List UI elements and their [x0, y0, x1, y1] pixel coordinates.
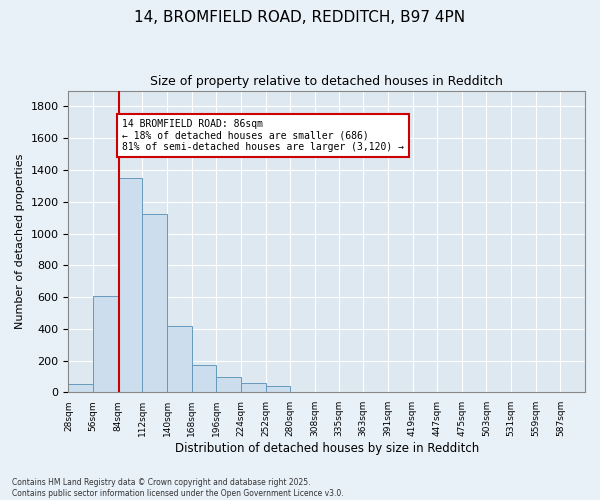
Bar [142, 214, 167, 392]
Text: Contains HM Land Registry data © Crown copyright and database right 2025.
Contai: Contains HM Land Registry data © Crown c… [12, 478, 344, 498]
X-axis label: Distribution of detached houses by size in Redditch: Distribution of detached houses by size … [175, 442, 479, 455]
Text: 14 BROMFIELD ROAD: 86sqm
← 18% of detached houses are smaller (686)
81% of semi-: 14 BROMFIELD ROAD: 86sqm ← 18% of detach… [122, 119, 404, 152]
Text: 14, BROMFIELD ROAD, REDDITCH, B97 4PN: 14, BROMFIELD ROAD, REDDITCH, B97 4PN [134, 10, 466, 25]
Bar [93, 296, 118, 392]
Bar [118, 178, 142, 392]
Title: Size of property relative to detached houses in Redditch: Size of property relative to detached ho… [150, 75, 503, 88]
Bar [266, 386, 290, 392]
Bar [241, 383, 266, 392]
Bar [191, 366, 216, 392]
Bar [68, 384, 93, 392]
Bar [167, 326, 191, 392]
Bar [216, 378, 241, 392]
Y-axis label: Number of detached properties: Number of detached properties [15, 154, 25, 329]
